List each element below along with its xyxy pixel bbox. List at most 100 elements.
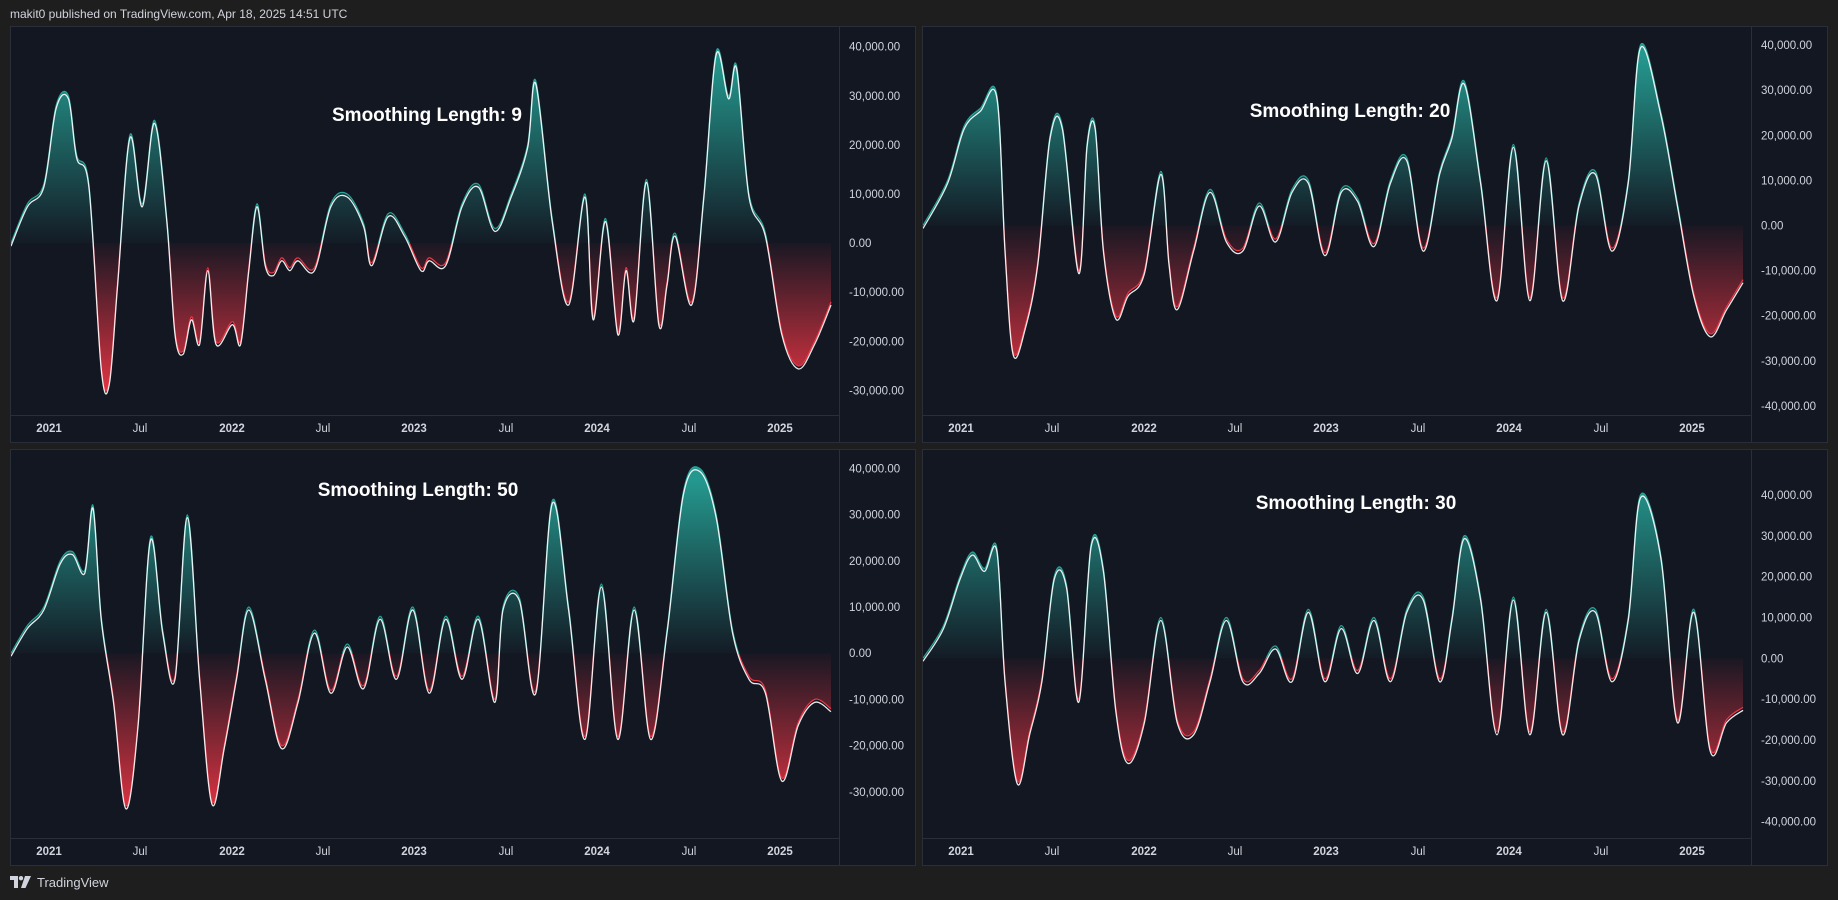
y-tick-label: -40,000.00 — [1761, 817, 1816, 829]
positive-outline — [11, 48, 769, 244]
positive-area — [923, 43, 1743, 226]
chart-svg: 40,000.00 30,000.00 20,000.00 10,000.00 0.00… — [11, 450, 904, 865]
signal-line — [923, 45, 1744, 359]
x-tick-label: 2023 — [1313, 846, 1339, 858]
y-tick-label: -20,000.00 — [1761, 735, 1816, 747]
chart-svg: 40,000.00 30,000.00 20,000.00 10,000.00 0.00… — [923, 27, 1816, 442]
negative-area — [106, 653, 831, 806]
y-tick-label: 10,000.00 — [1761, 175, 1812, 187]
x-tick-label: Jul — [316, 423, 331, 435]
x-tick-label: Jul — [682, 423, 697, 435]
chart-pane-bottom-left[interactable]: 40,000.00 30,000.00 20,000.00 10,000.00 0.00… — [10, 449, 916, 866]
x-tick-label: Jul — [133, 423, 148, 435]
x-tick-label: 2025 — [767, 846, 793, 858]
y-tick-label: -20,000.00 — [1761, 311, 1816, 323]
x-tick-label: 2024 — [1496, 423, 1522, 435]
y-tick-label: -10,000.00 — [849, 694, 904, 706]
x-tick-label: Jul — [1411, 423, 1426, 435]
y-tick-label: -20,000.00 — [849, 336, 904, 348]
negative-area — [923, 658, 1743, 783]
publication-header: makit0 published on TradingView.com, Apr… — [10, 7, 348, 21]
y-tick-label: 40,000.00 — [1761, 490, 1812, 502]
x-tick-label: Jul — [682, 846, 697, 858]
positive-area — [11, 466, 831, 654]
signal-line — [11, 51, 832, 395]
y-tick-label: 0.00 — [849, 648, 871, 660]
y-tick-label: -40,000.00 — [1761, 401, 1816, 413]
chart-pane-bottom-right[interactable]: 40,000.00 30,000.00 20,000.00 10,000.00 0.00… — [922, 449, 1828, 866]
x-tick-label: 2023 — [401, 846, 427, 858]
y-tick-label: -10,000.00 — [1761, 266, 1816, 278]
y-tick-label: -10,000.00 — [1761, 694, 1816, 706]
y-tick-label: 20,000.00 — [1761, 572, 1812, 584]
x-tick-label: 2023 — [1313, 423, 1339, 435]
y-tick-label: -20,000.00 — [849, 741, 904, 753]
y-tick-label: 30,000.00 — [849, 91, 900, 103]
x-tick-label: 2022 — [219, 423, 245, 435]
y-tick-label: 40,000.00 — [849, 463, 900, 475]
x-tick-label: 2025 — [767, 423, 793, 435]
y-tick-label: 20,000.00 — [849, 556, 900, 568]
y-tick-label: 10,000.00 — [849, 602, 900, 614]
chart-pane-top-left[interactable]: 40,000.00 30,000.00 20,000.00 10,000.00 0.00… — [10, 26, 916, 443]
x-tick-label: Jul — [316, 846, 331, 858]
x-tick-label: 2022 — [219, 846, 245, 858]
y-tick-label: -10,000.00 — [849, 287, 904, 299]
y-tick-label: -30,000.00 — [1761, 356, 1816, 368]
y-tick-label: 0.00 — [849, 238, 871, 250]
x-tick-label: Jul — [1228, 423, 1243, 435]
x-tick-label: Jul — [133, 846, 148, 858]
negative-outline — [923, 658, 1744, 783]
x-tick-label: Jul — [1411, 846, 1426, 858]
chart-pane-top-right[interactable]: 40,000.00 30,000.00 20,000.00 10,000.00 0.00… — [922, 26, 1828, 443]
y-tick-label: 0.00 — [1761, 653, 1783, 665]
y-tick-label: 10,000.00 — [1761, 612, 1812, 624]
x-tick-label: Jul — [1045, 423, 1060, 435]
chart-svg: 40,000.00 30,000.00 20,000.00 10,000.00 0.00… — [923, 450, 1816, 865]
tradingview-brand[interactable]: TradingView — [37, 874, 109, 890]
positive-area — [923, 493, 1701, 659]
positive-outline — [923, 492, 1702, 659]
x-tick-label: Jul — [1228, 846, 1243, 858]
signal-line — [923, 495, 1744, 786]
y-tick-label: 40,000.00 — [1761, 40, 1812, 52]
x-tick-label: 2024 — [584, 846, 610, 858]
x-tick-label: Jul — [1594, 423, 1609, 435]
y-tick-label: -30,000.00 — [849, 787, 904, 799]
y-tick-label: 20,000.00 — [1761, 130, 1812, 142]
footer: TradingView — [10, 872, 109, 892]
x-tick-label: Jul — [1045, 846, 1060, 858]
x-tick-label: 2025 — [1679, 846, 1705, 858]
tradingview-logo-icon[interactable] — [10, 876, 32, 888]
x-tick-label: Jul — [499, 846, 514, 858]
negative-area — [1003, 225, 1743, 356]
x-tick-label: 2021 — [948, 846, 974, 858]
x-tick-label: 2025 — [1679, 423, 1705, 435]
y-tick-label: 30,000.00 — [849, 510, 900, 522]
signal-line — [11, 469, 832, 810]
y-tick-label: 0.00 — [1761, 221, 1783, 233]
y-tick-label: 20,000.00 — [849, 140, 900, 152]
positive-area — [11, 48, 831, 244]
y-tick-label: -30,000.00 — [849, 385, 904, 397]
y-tick-label: -30,000.00 — [1761, 776, 1816, 788]
chart-title: Smoothing Length: 9 — [332, 105, 522, 126]
y-tick-label: 30,000.00 — [1761, 531, 1812, 543]
y-tick-label: 10,000.00 — [849, 189, 900, 201]
x-tick-label: 2021 — [948, 423, 974, 435]
y-tick-label: 40,000.00 — [849, 42, 900, 54]
negative-area — [93, 243, 831, 391]
y-tick-label: 30,000.00 — [1761, 85, 1812, 97]
chart-svg: 40,000.00 30,000.00 20,000.00 10,000.00 0.00… — [11, 27, 904, 442]
x-tick-label: 2022 — [1131, 846, 1157, 858]
chart-title: Smoothing Length: 50 — [317, 480, 519, 501]
chart-title: Smoothing Length: 30 — [1255, 493, 1457, 514]
x-tick-label: 2021 — [36, 423, 62, 435]
x-tick-label: 2021 — [36, 846, 62, 858]
x-tick-label: 2024 — [584, 423, 610, 435]
x-tick-label: Jul — [1594, 846, 1609, 858]
x-tick-label: Jul — [499, 423, 514, 435]
x-tick-label: 2024 — [1496, 846, 1522, 858]
x-tick-label: 2023 — [401, 423, 427, 435]
x-tick-label: 2022 — [1131, 423, 1157, 435]
